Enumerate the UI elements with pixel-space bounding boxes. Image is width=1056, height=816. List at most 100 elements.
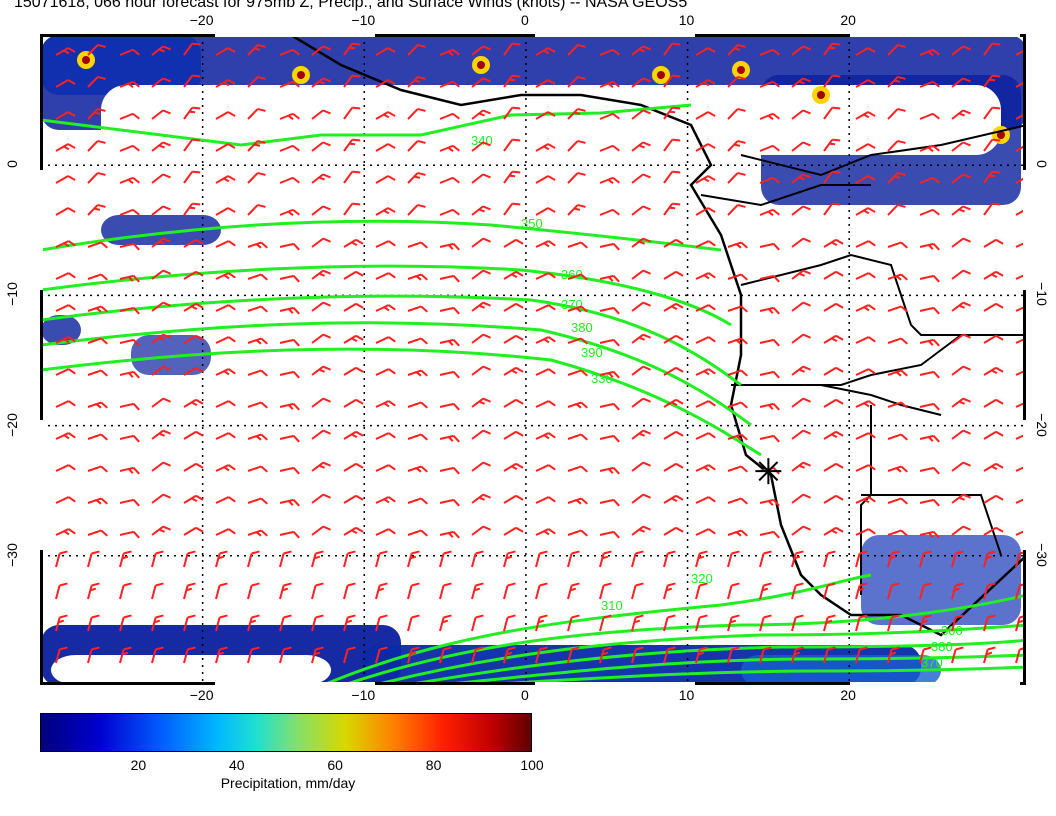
wind-barb bbox=[855, 646, 868, 664]
wind-barb bbox=[247, 203, 266, 216]
wind-barb bbox=[119, 144, 140, 152]
wind-barb bbox=[567, 582, 580, 600]
wind-barb bbox=[695, 464, 716, 472]
wind-barb bbox=[951, 582, 964, 600]
wind-barb bbox=[503, 462, 524, 472]
wind-barb bbox=[983, 138, 1001, 152]
wind-barb bbox=[375, 528, 396, 536]
wind-barb bbox=[599, 402, 620, 411]
wind-barb bbox=[599, 144, 620, 152]
wind-barb bbox=[87, 203, 106, 216]
wind-barb bbox=[247, 107, 266, 120]
wind-barb bbox=[343, 526, 364, 536]
wind-barb bbox=[663, 462, 684, 472]
wind-barb bbox=[1015, 272, 1025, 280]
wind-barb bbox=[87, 337, 108, 345]
wind-barb bbox=[759, 48, 780, 56]
wind-barb bbox=[247, 337, 268, 345]
wind-barb bbox=[215, 47, 236, 56]
wind-barb bbox=[119, 402, 140, 411]
lat-tick-left: 0 bbox=[4, 160, 20, 169]
wind-barb bbox=[119, 582, 132, 600]
wind-barb bbox=[631, 141, 651, 152]
wind-barbs bbox=[55, 42, 1025, 664]
wind-barb bbox=[535, 336, 556, 344]
wind-barb bbox=[215, 646, 228, 664]
wind-barb bbox=[151, 173, 171, 184]
wind-barb bbox=[567, 171, 586, 184]
wind-barb bbox=[1015, 400, 1025, 408]
wind-barb bbox=[727, 337, 748, 345]
wind-barb bbox=[535, 111, 556, 120]
wind-barb bbox=[759, 582, 772, 600]
wind-barb bbox=[343, 398, 364, 408]
wind-barb bbox=[247, 529, 268, 537]
wind-barb bbox=[407, 107, 426, 120]
wind-barb bbox=[919, 242, 940, 251]
wind-barb bbox=[183, 494, 204, 504]
wind-barb bbox=[375, 432, 396, 440]
wind-barb bbox=[919, 112, 940, 120]
wind-barb bbox=[279, 338, 300, 347]
precip-gap-1 bbox=[51, 655, 331, 684]
wind-barb bbox=[503, 238, 524, 248]
wind-barb bbox=[855, 143, 876, 152]
wind-barb bbox=[535, 400, 556, 408]
wind-barb bbox=[759, 402, 780, 411]
wind-barb bbox=[311, 493, 331, 504]
contour-label: 330 bbox=[591, 371, 613, 386]
border-6 bbox=[700, 184, 871, 207]
wind-barb bbox=[279, 176, 300, 184]
wind-barb bbox=[631, 550, 644, 568]
wind-barb bbox=[55, 143, 76, 152]
wind-barb bbox=[887, 139, 906, 152]
wind-barb bbox=[375, 400, 396, 408]
wind-barb bbox=[951, 333, 971, 344]
contour-line-5 bbox=[41, 347, 762, 457]
precip-peak-4 bbox=[997, 131, 1005, 139]
wind-barb bbox=[695, 432, 716, 440]
wind-barb bbox=[183, 398, 204, 408]
wind-barb bbox=[983, 582, 996, 600]
colorbar-tick-label: 20 bbox=[130, 757, 147, 773]
wind-barb bbox=[311, 205, 331, 216]
wind-barb bbox=[343, 614, 356, 632]
wind-barb bbox=[887, 582, 900, 600]
wind-barb bbox=[87, 75, 106, 88]
wind-barb bbox=[791, 646, 804, 664]
wind-barb bbox=[823, 614, 836, 632]
wind-barb bbox=[535, 496, 556, 504]
wind-barb bbox=[343, 550, 356, 568]
wind-barb bbox=[983, 646, 996, 664]
wind-barb bbox=[471, 269, 491, 280]
wind-barb bbox=[887, 75, 906, 88]
wind-barb bbox=[823, 526, 844, 536]
wind-barb bbox=[919, 176, 940, 184]
wind-barb bbox=[823, 398, 844, 408]
wind-barb bbox=[951, 173, 971, 184]
wind-barb bbox=[951, 429, 971, 440]
wind-barb bbox=[279, 242, 300, 251]
wind-barb bbox=[375, 336, 396, 344]
wind-barb bbox=[983, 106, 1001, 120]
wind-barb bbox=[215, 79, 236, 88]
wind-barb bbox=[183, 334, 204, 344]
wind-barb bbox=[983, 462, 1004, 472]
wind-barb bbox=[567, 497, 588, 505]
wind-barb bbox=[55, 550, 68, 568]
wind-barb bbox=[695, 496, 716, 504]
wind-barb bbox=[439, 242, 460, 251]
precip-area-5 bbox=[861, 535, 1021, 625]
precip-peak-1 bbox=[657, 71, 665, 79]
wind-barb bbox=[567, 305, 588, 313]
wind-barb bbox=[983, 614, 996, 632]
wind-barb bbox=[215, 496, 236, 504]
wind-barb bbox=[55, 272, 76, 280]
wind-barb bbox=[983, 430, 1004, 440]
wind-barb bbox=[535, 528, 556, 536]
wind-barb bbox=[695, 240, 716, 248]
wind-barb bbox=[535, 207, 556, 216]
colorbar-tick-label: 80 bbox=[425, 757, 442, 773]
wind-barb bbox=[1015, 496, 1025, 504]
wind-barb bbox=[343, 646, 356, 664]
